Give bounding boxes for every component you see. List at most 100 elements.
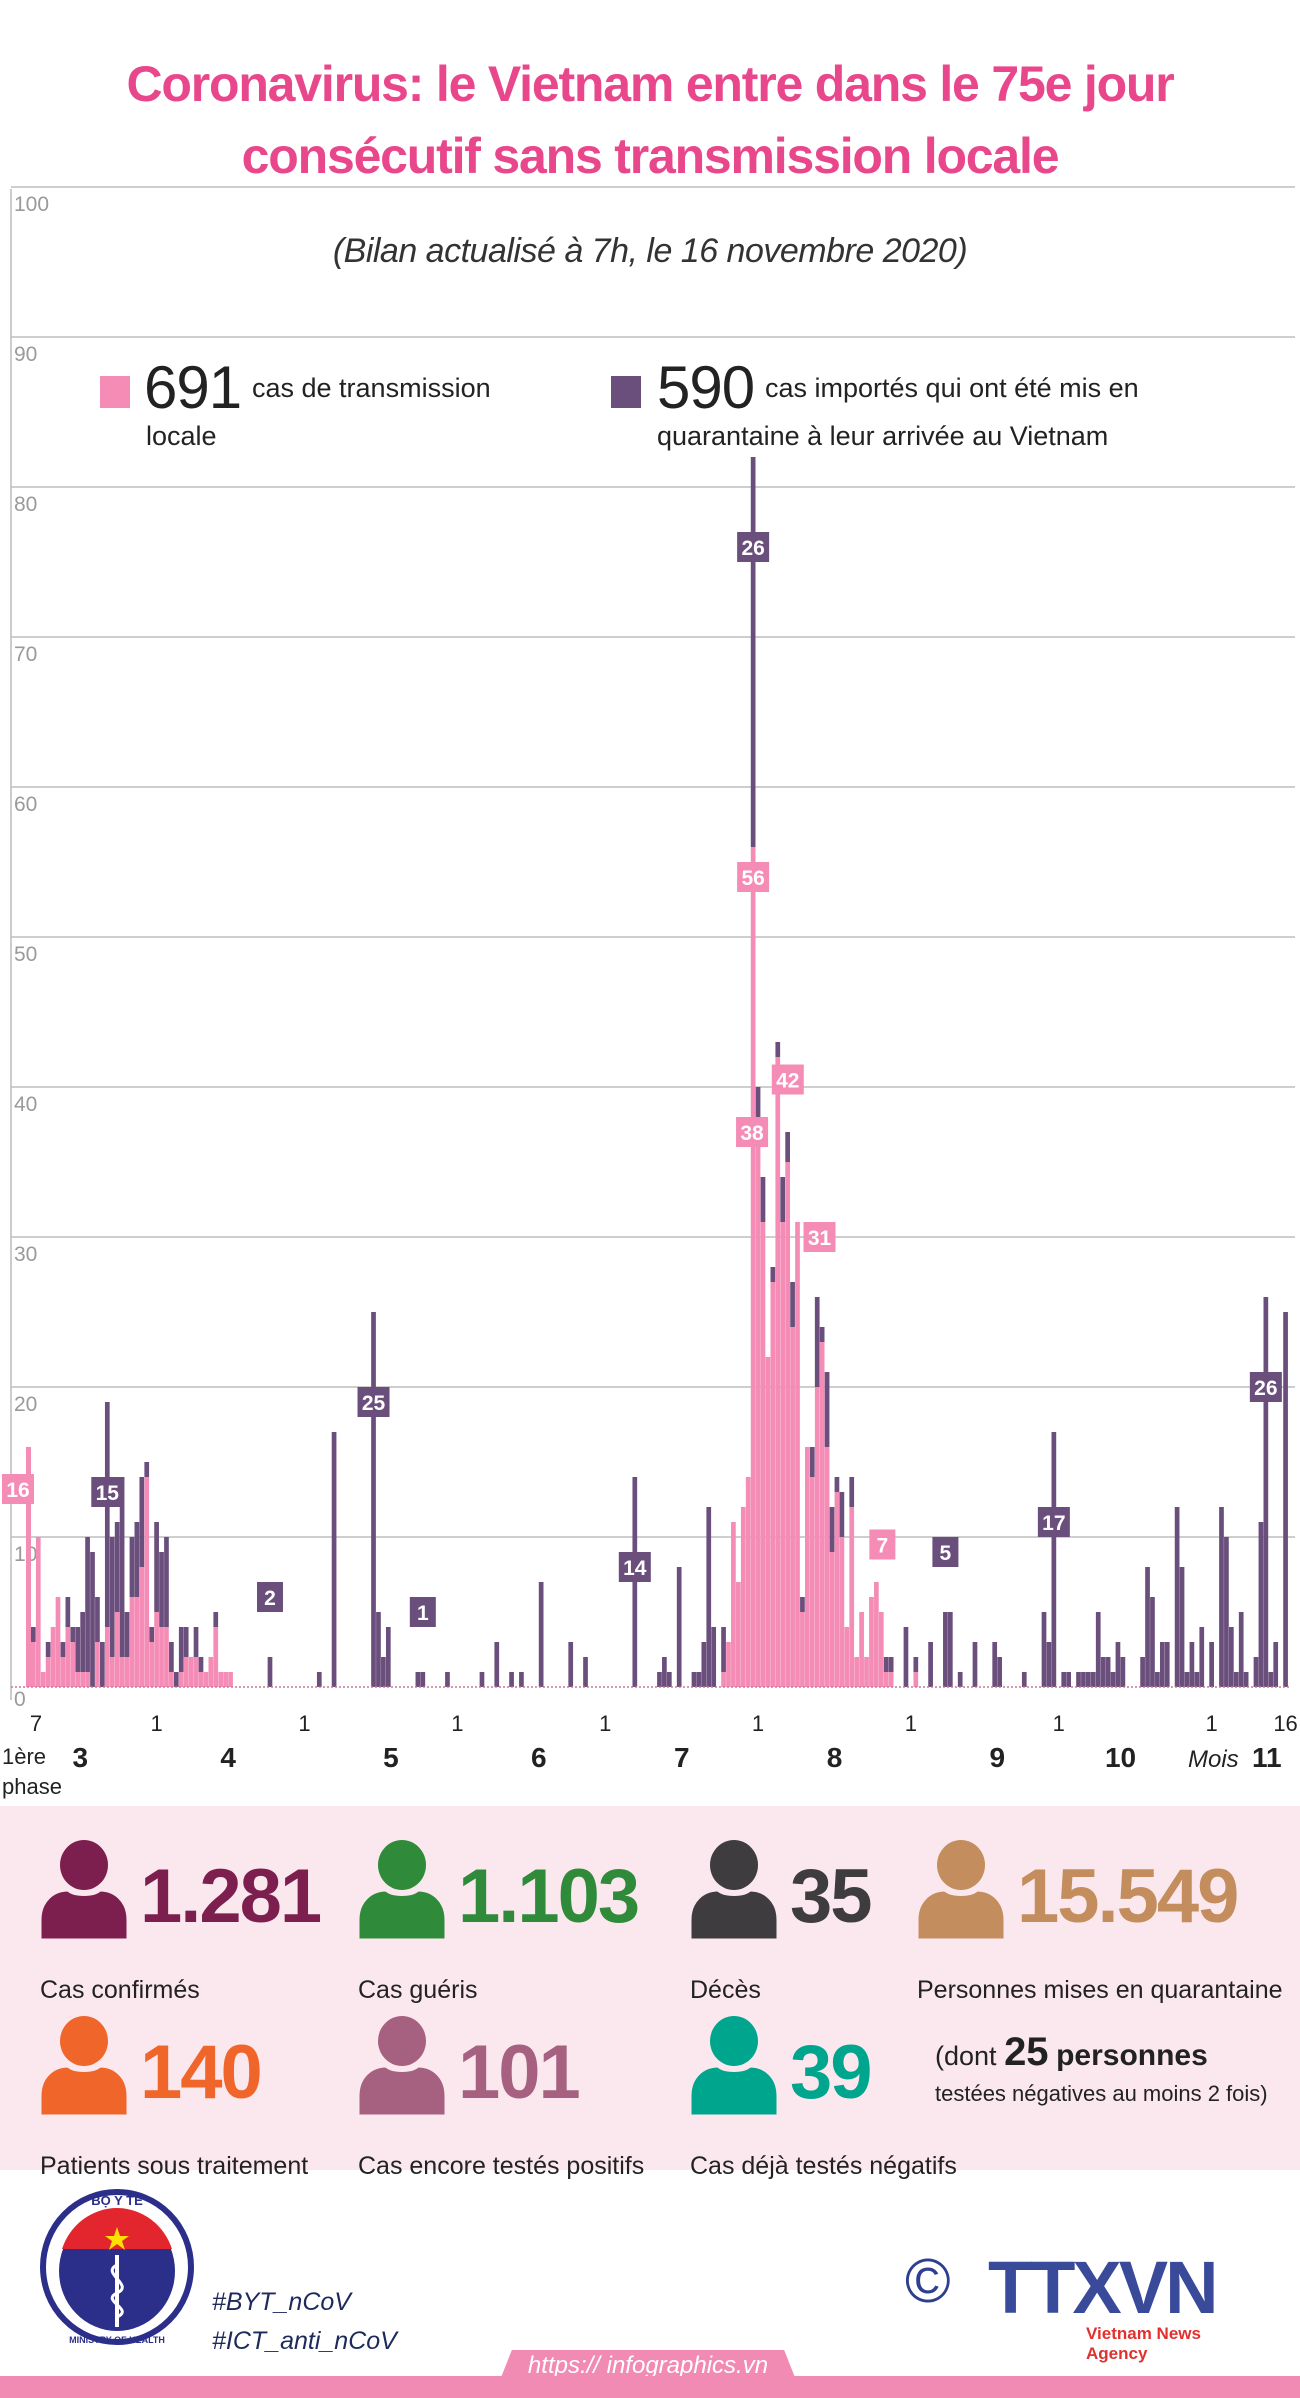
legend-imported-text-2: quarantaine à leur arrivée au Vietnam — [657, 421, 1109, 451]
legend-swatch-imported — [611, 376, 641, 408]
bar-imported — [1268, 1672, 1274, 1687]
bar-local — [55, 1597, 61, 1687]
month-label: 5 — [383, 1742, 399, 1773]
bar-local — [223, 1672, 228, 1687]
bar-local — [203, 1672, 209, 1687]
note-suffix: personnes — [1056, 2039, 1208, 2072]
value-label-box — [256, 1582, 283, 1612]
value-label-box — [409, 1597, 436, 1627]
bar-local — [208, 1657, 214, 1687]
stat-value: 101 — [458, 2030, 581, 2115]
stat-value: 1.281 — [140, 1854, 322, 1939]
bar-imported — [903, 1627, 909, 1687]
person-icon — [358, 1840, 446, 1940]
website-link[interactable]: https:// infographics.vn — [500, 2350, 796, 2380]
bar-imported — [85, 1537, 90, 1672]
bar-imported — [583, 1657, 588, 1687]
stat-value: 1.103 — [458, 1854, 640, 1939]
legend-imported-text: cas importés qui ont été mis en — [765, 373, 1139, 403]
title-line-1: Coronavirus: le Vietnam entre dans le 75… — [126, 56, 1174, 112]
bar-local — [31, 1642, 36, 1687]
stat-value: 140 — [140, 2030, 263, 2115]
bar-imported — [519, 1672, 524, 1687]
bar-local — [50, 1627, 56, 1687]
bar-imported — [198, 1657, 204, 1672]
month-axis-label: Mois — [1188, 1746, 1239, 1773]
footer-bar — [0, 2376, 1300, 2398]
bar-imported — [415, 1672, 421, 1687]
bar-imported — [701, 1642, 707, 1687]
bar-local — [775, 1057, 781, 1687]
subtitle: (Bilan actualisé à 7h, le 16 novembre 20… — [332, 232, 968, 270]
bar-local — [124, 1657, 130, 1687]
bar-local — [731, 1522, 736, 1687]
hashtag-ict[interactable]: #ICT_anti_nCoV — [212, 2327, 397, 2355]
bar-local — [859, 1612, 864, 1687]
bar-imported — [662, 1657, 667, 1687]
bar-imported — [1194, 1672, 1200, 1687]
svg-text:BỘ Y TẾ: BỘ Y TẾ — [91, 2193, 143, 2208]
bar-imported — [316, 1672, 322, 1687]
bar-imported — [1253, 1657, 1259, 1687]
bar-local — [218, 1672, 224, 1687]
stat-value: 35 — [790, 1854, 873, 1939]
person-icon — [690, 2016, 778, 2116]
bar-local — [183, 1657, 189, 1687]
bar-imported — [775, 1042, 781, 1057]
day-tick-label: 16 — [1273, 1711, 1298, 1736]
bar-imported — [164, 1537, 169, 1627]
bar-local — [60, 1657, 66, 1687]
bar-local — [213, 1627, 219, 1687]
bar-imported — [371, 1312, 376, 1687]
bar-local — [755, 1117, 761, 1687]
value-label: 7 — [877, 1535, 889, 1558]
bar-imported — [119, 1477, 125, 1657]
bar-imported — [839, 1492, 845, 1537]
value-label: 42 — [776, 1070, 799, 1093]
bar-local — [780, 1222, 786, 1687]
bar-local — [800, 1612, 805, 1687]
month-label: 10 — [1104, 1742, 1137, 1773]
bar-imported — [1100, 1657, 1106, 1687]
value-label: 14 — [623, 1557, 647, 1580]
bar-imported — [445, 1672, 450, 1687]
bar-imported — [1086, 1672, 1091, 1687]
bar-imported — [154, 1522, 159, 1612]
bar-imported — [1081, 1672, 1086, 1687]
bar-imported — [750, 457, 756, 847]
bar-local — [139, 1567, 145, 1687]
bar-imported — [144, 1462, 150, 1477]
bar-imported — [114, 1522, 120, 1612]
bar-imported — [1243, 1672, 1249, 1687]
bar-imported — [809, 1447, 815, 1477]
bar-local — [70, 1642, 76, 1687]
bar-imported — [972, 1642, 978, 1687]
day-tick-label: 7 — [29, 1711, 43, 1736]
bar-local — [869, 1597, 874, 1687]
bar-imported — [790, 1282, 795, 1327]
bar-local — [824, 1447, 830, 1687]
legend-local-text: cas de transmission — [252, 373, 491, 403]
bar-local — [65, 1627, 71, 1687]
day-tick-label: 1 — [904, 1711, 917, 1736]
bar-imported — [1145, 1567, 1150, 1687]
person-icon — [917, 1840, 1005, 1940]
bar-local — [814, 1387, 820, 1687]
bar-imported — [134, 1522, 140, 1597]
bar-local — [104, 1627, 110, 1687]
value-label-box — [737, 862, 770, 892]
bar-imported — [760, 1177, 766, 1222]
hashtag-byt[interactable]: #BYT_nCoV — [212, 2288, 351, 2316]
bar-imported — [509, 1672, 514, 1687]
bar-local — [40, 1672, 46, 1687]
bar-imported — [1199, 1627, 1205, 1687]
y-tick-label: 10 — [14, 1543, 37, 1566]
bar-imported — [45, 1642, 51, 1657]
page-title: Coronavirus: le Vietnam entre dans le 75… — [0, 48, 1300, 192]
bar-imported — [943, 1612, 948, 1687]
stat-value: 15.549 — [1017, 1854, 1239, 1939]
ministry-of-health-logo: BỘ Y TẾ MINISTRY OF HEALTH — [40, 2185, 195, 2345]
bar-imported — [883, 1657, 889, 1672]
bar-local — [864, 1657, 869, 1687]
bar-imported — [676, 1567, 682, 1687]
